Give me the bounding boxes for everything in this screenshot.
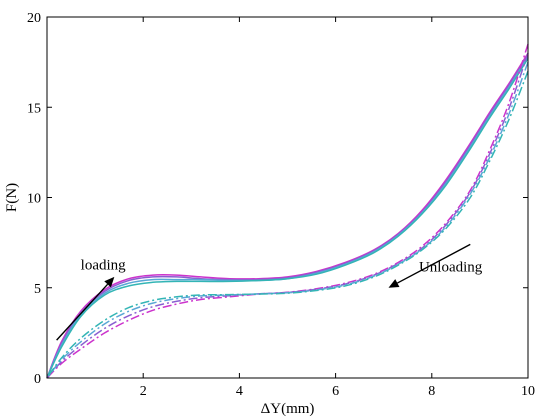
loading-arrow-head	[104, 276, 115, 288]
tick-layer: 2 4 6 8 10 5 10 15 20 0	[27, 11, 535, 399]
y-tick-label: 15	[27, 101, 41, 116]
arrow-layer	[56, 243, 471, 341]
loading-curve-4	[46, 58, 529, 379]
y-tick-label: 5	[34, 282, 41, 297]
loading-annotation: loading	[81, 258, 126, 274]
y-axis-label: F(N)	[4, 183, 20, 212]
loading-arrow-shaft	[56, 283, 109, 341]
unloading-curve-8	[46, 70, 529, 379]
unloading-curve-6	[46, 52, 529, 379]
series-layer	[46, 43, 529, 379]
unloading-curve-7	[46, 61, 529, 379]
unloading-arrow-shaft	[397, 243, 471, 284]
y-tick-label: 10	[27, 192, 41, 207]
y-tick-label: 20	[27, 11, 41, 26]
unloading-arrow-head	[388, 279, 400, 288]
x-tick-label: 8	[428, 384, 435, 399]
loading-curve-1	[46, 52, 529, 379]
loading-curve-2	[46, 54, 529, 379]
loading-curve-3	[46, 56, 529, 379]
x-axis-label: ΔY(mm)	[261, 401, 315, 417]
unloading-curve-5	[46, 43, 529, 379]
x-tick-label: 2	[140, 384, 147, 399]
plot-frame	[46, 16, 529, 379]
x-tick-label: 6	[332, 384, 339, 399]
unloading-annotation: Unloading	[419, 260, 483, 276]
x-tick-label: 4	[236, 384, 243, 399]
x-tick-label: 10	[521, 384, 535, 399]
origin-tick-label: 0	[34, 372, 41, 387]
